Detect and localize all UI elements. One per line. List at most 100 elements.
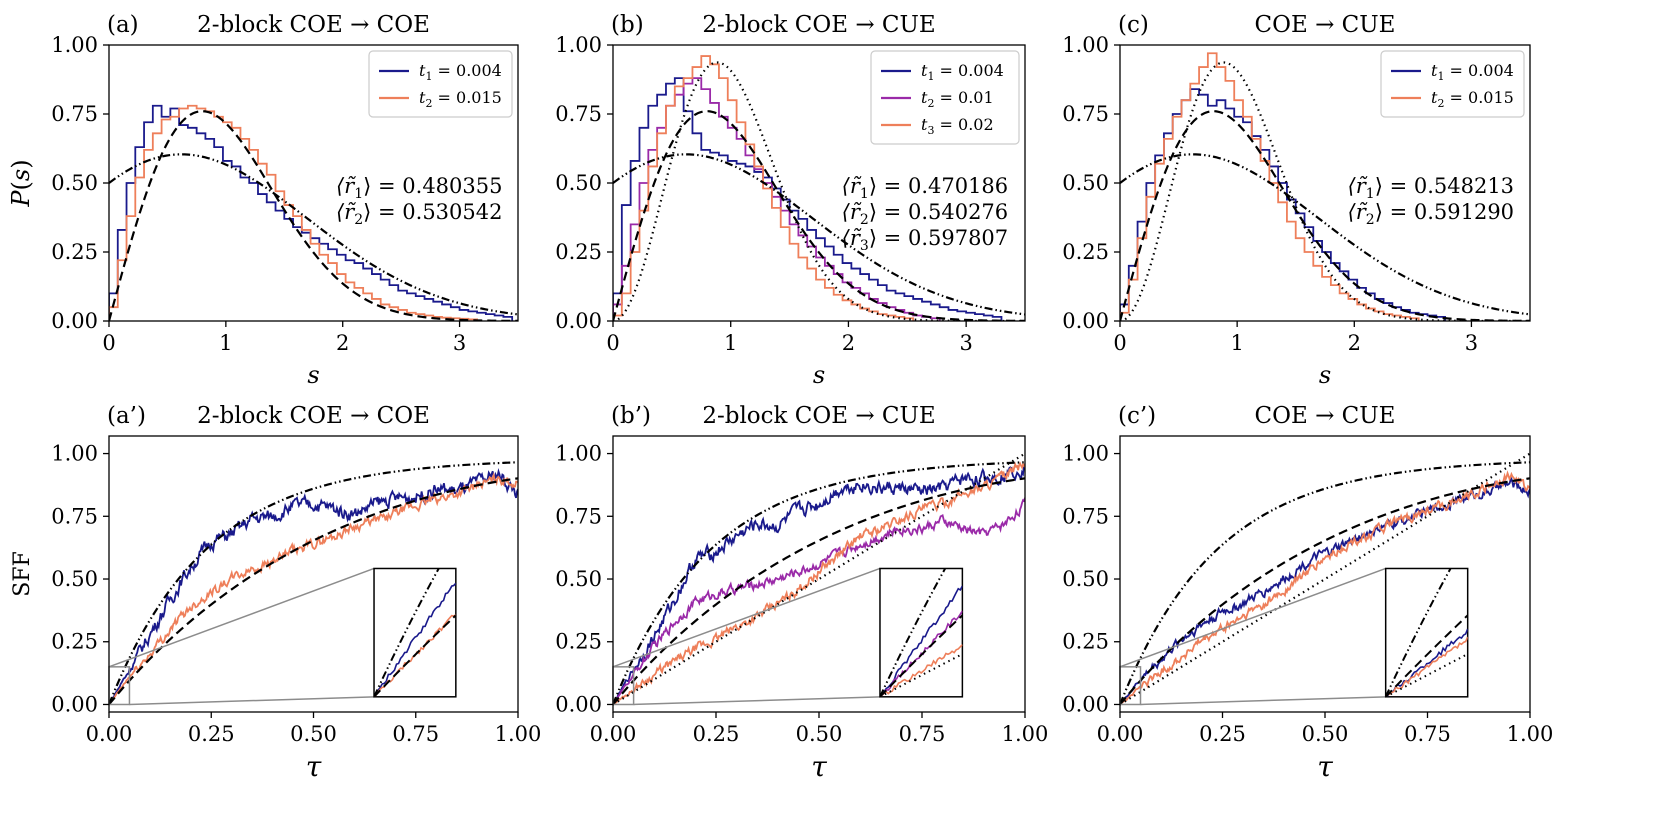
- y-tick-label: 0.50: [1062, 171, 1109, 195]
- legend-label: t3 = 0.02: [921, 115, 994, 137]
- reference-sffCUE: [613, 452, 1025, 706]
- x-tick-label: 0.50: [796, 722, 843, 746]
- inset-plot: [879, 568, 963, 697]
- x-axis-label: τ: [306, 750, 322, 783]
- reference-twoblock1: [613, 153, 1025, 316]
- plot-area: [1120, 452, 1530, 706]
- y-tick-label: 0.75: [51, 102, 98, 126]
- y-tick-label: 0.75: [1062, 504, 1109, 528]
- x-tick-label: 2: [336, 331, 349, 355]
- y-tick-label: 1.00: [51, 33, 98, 57]
- x-tick-label: 0.00: [86, 722, 133, 746]
- y-tick-label: 0.50: [1062, 567, 1109, 591]
- y-tick-label: 0.00: [1062, 309, 1109, 333]
- y-tick-label: 1.00: [1062, 442, 1109, 466]
- y-tick-label: 0.50: [555, 567, 602, 591]
- x-axis-label: s: [307, 361, 319, 389]
- y-tick-label: 1.00: [51, 442, 98, 466]
- x-tick-label: 2: [842, 331, 855, 355]
- inset-reference-sffCOE: [879, 614, 963, 697]
- inset-reference-sff2block: [879, 568, 947, 697]
- series-t3: [613, 55, 915, 321]
- reference-sff2block: [1120, 461, 1530, 705]
- y-tick-label: 1.00: [1062, 33, 1109, 57]
- reference-sffCOE: [109, 477, 518, 706]
- inset-reference-sffCUE: [1385, 653, 1468, 697]
- y-tick-label: 0.25: [555, 630, 602, 654]
- reference-wigner1: [613, 110, 1025, 321]
- series-t1: [1120, 476, 1530, 706]
- series-t1: [613, 463, 1025, 705]
- panel-label: (c): [1118, 12, 1149, 38]
- x-axis-label: s: [1319, 361, 1331, 389]
- y-tick-label: 0.50: [51, 171, 98, 195]
- y-tick-label: 0.75: [51, 504, 98, 528]
- x-tick-label: 0: [606, 331, 619, 355]
- inset-series-t2: [1385, 636, 1468, 697]
- y-tick-label: 0.00: [555, 692, 602, 716]
- x-tick-label: 2: [1348, 331, 1361, 355]
- inset-reference-sffCOE: [374, 614, 456, 697]
- x-axis-label: s: [813, 361, 825, 389]
- legend-box: [368, 50, 513, 118]
- r-annotation: ⟨r̃2⟩ = 0.530542: [336, 200, 503, 228]
- panel-label: (a): [107, 12, 139, 38]
- panel-label: (b’): [611, 403, 651, 429]
- inset-reference-sffCOE: [1385, 614, 1468, 697]
- y-tick-label: 0.75: [1062, 102, 1109, 126]
- x-tick-label: 1: [1230, 331, 1243, 355]
- panel-4: 0.00 0.25 0.50 0.75 1.00 0.00 0.25 0.50 0.75 1.00…: [10, 403, 541, 783]
- inset-series-t3: [879, 644, 963, 697]
- panel-title: 2-block COE → COE: [197, 12, 430, 38]
- panel-6: 0.00 0.25 0.50 0.75 1.00 0.00 0.25 0.50 0.75 1.00…: [1062, 403, 1553, 783]
- axes-frame: [1119, 435, 1531, 713]
- legend-label: t2 = 0.015: [1431, 88, 1514, 110]
- y-axis-label: P(s): [7, 159, 35, 207]
- r-annotation: ⟨r̃3⟩ = 0.597807: [842, 226, 1009, 254]
- inset-connector: [129, 696, 375, 706]
- x-tick-label: 3: [453, 331, 466, 355]
- legend-label: t1 = 0.004: [419, 61, 502, 83]
- panel-label: (a’): [107, 403, 146, 429]
- x-tick-label: 0.75: [899, 722, 946, 746]
- series-t2: [109, 104, 478, 321]
- y-tick-label: 0.75: [555, 504, 602, 528]
- inset-reference-sffCUE: [879, 653, 963, 697]
- reference-sffCOE: [613, 477, 1025, 706]
- y-tick-label: 0.25: [555, 240, 602, 264]
- x-tick-label: 0.25: [1199, 722, 1246, 746]
- x-tick-label: 0.25: [188, 722, 235, 746]
- panel-title: 2-block COE → CUE: [702, 12, 935, 38]
- x-tick-label: 0.75: [392, 722, 439, 746]
- legend-box: [1380, 50, 1525, 118]
- panel-label: (b): [611, 12, 644, 38]
- series-t2: [1120, 470, 1530, 706]
- reference-wigner1: [109, 110, 518, 321]
- inset-plot: [374, 568, 456, 697]
- r-annotation: ⟨r̃1⟩ = 0.480355: [336, 174, 503, 202]
- inset-series-t1: [374, 582, 456, 697]
- panel-2: 0 1 2 3 0.00 0.25 0.50 0.75 1.00 (b) 2-block COE →…: [555, 12, 1026, 389]
- inset-series-t2: [879, 610, 963, 697]
- y-tick-label: 0.00: [51, 692, 98, 716]
- panel-1: 0 1 2 3 0.00 0.25 0.50 0.75 1.00 (a) 2-block COE →…: [7, 12, 519, 389]
- r-annotation: ⟨r̃2⟩ = 0.540276: [842, 200, 1009, 228]
- inset-plot: [1385, 568, 1468, 697]
- plot-area: [109, 104, 518, 321]
- inset-reference-sff2block: [374, 568, 440, 697]
- inset-frame: [373, 567, 457, 698]
- series-t2: [1120, 52, 1420, 321]
- reference-sff2block: [109, 461, 518, 705]
- reference-twoblock1: [1120, 153, 1530, 316]
- reference-sff2block: [613, 461, 1025, 705]
- panel-label: (c’): [1118, 403, 1156, 429]
- y-tick-label: 0.50: [555, 171, 602, 195]
- series-t2: [109, 472, 518, 705]
- reference-sffCUE: [1120, 452, 1530, 706]
- inset-connector: [633, 696, 880, 706]
- plot-area: [613, 452, 1025, 706]
- y-axis-label: SFF: [10, 551, 35, 597]
- inset-series-t1: [1385, 628, 1468, 697]
- r-annotation: ⟨r̃2⟩ = 0.591290: [1348, 200, 1515, 228]
